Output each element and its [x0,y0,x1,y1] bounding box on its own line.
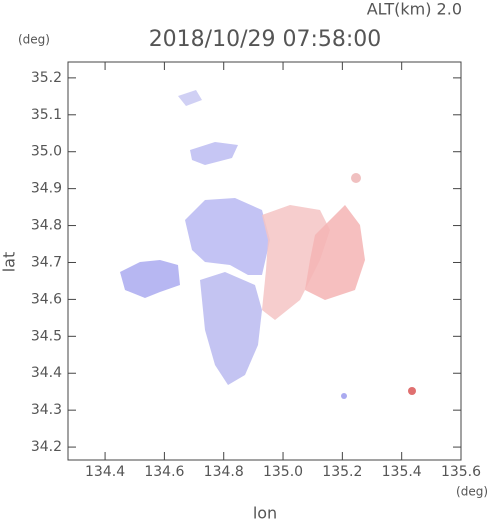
chart-title: 2018/10/29 07:58:00 [149,27,382,52]
y-tick-label: 34.9 [31,181,62,197]
x-axis-label: lon [253,504,277,521]
x-tick-label: 135.6 [441,464,481,480]
x-tick-label: 134.8 [204,464,244,480]
echo-red [408,387,416,395]
y-tick-label: 34.5 [31,328,62,344]
echo-blue [178,90,202,106]
y-axis-label: lat [0,252,19,273]
x-unit: (deg) [456,485,488,499]
x-tick-label: 135.4 [382,464,422,480]
y-tick-label: 34.4 [31,365,62,381]
altitude-label: ALT(km) 2.0 [367,0,462,19]
y-tick-label: 34.2 [31,439,62,455]
echo-blue [120,260,180,298]
x-tick-label: 134.6 [144,464,184,480]
echo-red [262,205,330,320]
echo-blue [341,393,347,399]
x-tick-label: 135.0 [263,464,303,480]
echo-red [351,173,361,183]
y-tick-label: 35.2 [31,70,62,86]
x-tick-label: 135.2 [322,464,362,480]
y-unit: (deg) [18,33,50,47]
echo-blue [185,198,270,275]
y-tick-label: 34.6 [31,291,62,307]
radar-echoes [120,90,416,399]
y-tick-label: 34.7 [31,254,62,270]
y-tick-label: 35.0 [31,144,62,160]
echo-red [305,205,365,300]
y-tick-label: 34.3 [31,402,62,418]
plot-frame [67,61,462,461]
y-tick-label: 35.1 [31,107,62,123]
echo-blue [200,272,262,385]
echo-blue [190,142,238,165]
y-tick-label: 34.8 [31,218,62,234]
x-tick-label: 134.4 [85,464,125,480]
